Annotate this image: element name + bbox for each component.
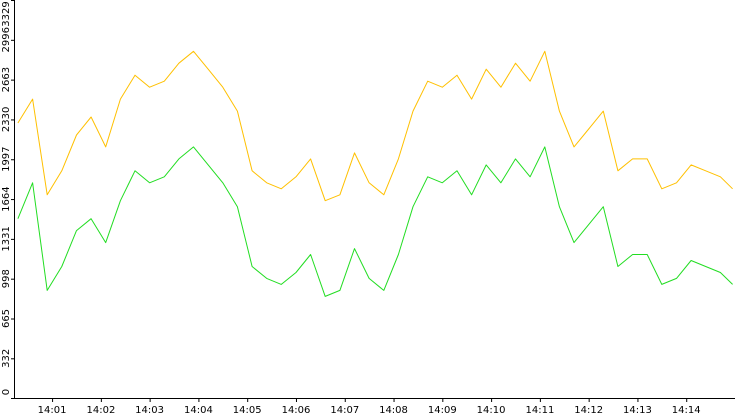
x-tick-label: 14:03 — [135, 405, 164, 415]
x-tick-label: 14:05 — [233, 405, 262, 415]
x-tick-label: 14:02 — [86, 405, 115, 415]
y-tick-label: 0 — [1, 389, 12, 395]
y-tick-label: 332 — [1, 349, 12, 368]
x-tick-label: 14:08 — [379, 405, 408, 415]
x-tick-label: 14:07 — [330, 405, 359, 415]
y-tick-label: 3329 — [1, 1, 12, 26]
x-tick-label: 14:06 — [282, 405, 311, 415]
x-tick-label: 14:10 — [477, 405, 506, 415]
y-tick-label: 2663 — [1, 67, 12, 92]
y-tick-label: 1664 — [1, 186, 12, 211]
x-tick-label: 14:13 — [623, 405, 652, 415]
axes-layer — [14, 0, 735, 399]
x-tick-label: 14:11 — [525, 405, 554, 415]
y-tick-label: 2996 — [1, 27, 12, 52]
y-tick-label: 665 — [1, 309, 12, 328]
y-tick-label: 998 — [1, 269, 12, 288]
y-tick-label: 1997 — [1, 146, 12, 171]
series-layer — [17, 50, 733, 297]
x-tick-label: 14:14 — [672, 405, 701, 415]
x-tick-label: 14:01 — [38, 405, 67, 415]
x-tick-label: 14:12 — [574, 405, 603, 415]
y-tick-label: 2330 — [1, 107, 12, 132]
x-tick-label: 14:04 — [184, 405, 213, 415]
x-tick-layer: 14:01 14:02 14:03 14:04 14:05 14:06 14:07 14:08… — [38, 398, 701, 415]
x-tick-label: 14:09 — [428, 405, 457, 415]
y-tick-label: 1331 — [1, 226, 12, 251]
series-line-1 — [17, 146, 733, 297]
series-line-0 — [17, 50, 733, 202]
